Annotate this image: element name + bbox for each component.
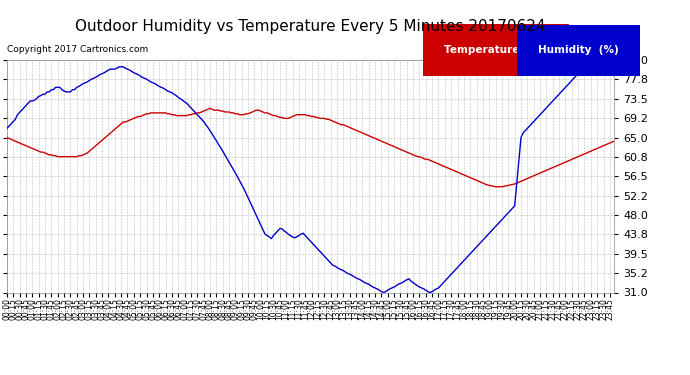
- Text: Outdoor Humidity vs Temperature Every 5 Minutes 20170624: Outdoor Humidity vs Temperature Every 5 …: [75, 19, 546, 34]
- Text: Humidity  (%): Humidity (%): [538, 45, 619, 56]
- Text: Temperature  (°F): Temperature (°F): [444, 45, 549, 56]
- Text: Copyright 2017 Cartronics.com: Copyright 2017 Cartronics.com: [7, 45, 148, 54]
